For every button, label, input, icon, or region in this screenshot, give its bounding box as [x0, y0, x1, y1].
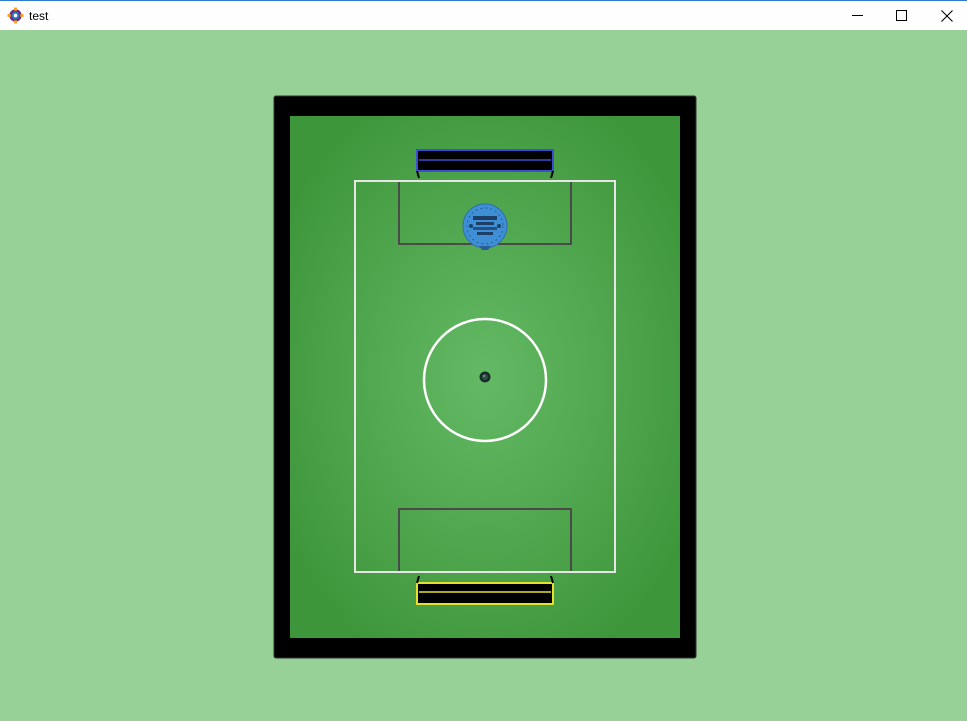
- bottom-penalty-box: [398, 508, 572, 571]
- center-circle: [422, 317, 548, 443]
- minimize-icon: [851, 10, 863, 21]
- soccer-field: [273, 95, 697, 659]
- game-canvas[interactable]: [0, 30, 967, 721]
- maximize-icon: [895, 10, 907, 21]
- robot-blue[interactable]: [462, 203, 508, 250]
- goal-yellow: [416, 575, 554, 605]
- maximize-button[interactable]: [878, 1, 924, 30]
- minimize-button[interactable]: [834, 1, 880, 30]
- window-titlebar: test: [0, 0, 967, 30]
- ball[interactable]: [479, 371, 491, 383]
- close-icon: [941, 9, 953, 22]
- gear-sparkle-icon: [7, 7, 24, 24]
- field-boundary-line: [354, 180, 616, 573]
- window-title: test: [29, 9, 49, 23]
- close-button[interactable]: [924, 1, 967, 30]
- goal-blue: [416, 149, 554, 179]
